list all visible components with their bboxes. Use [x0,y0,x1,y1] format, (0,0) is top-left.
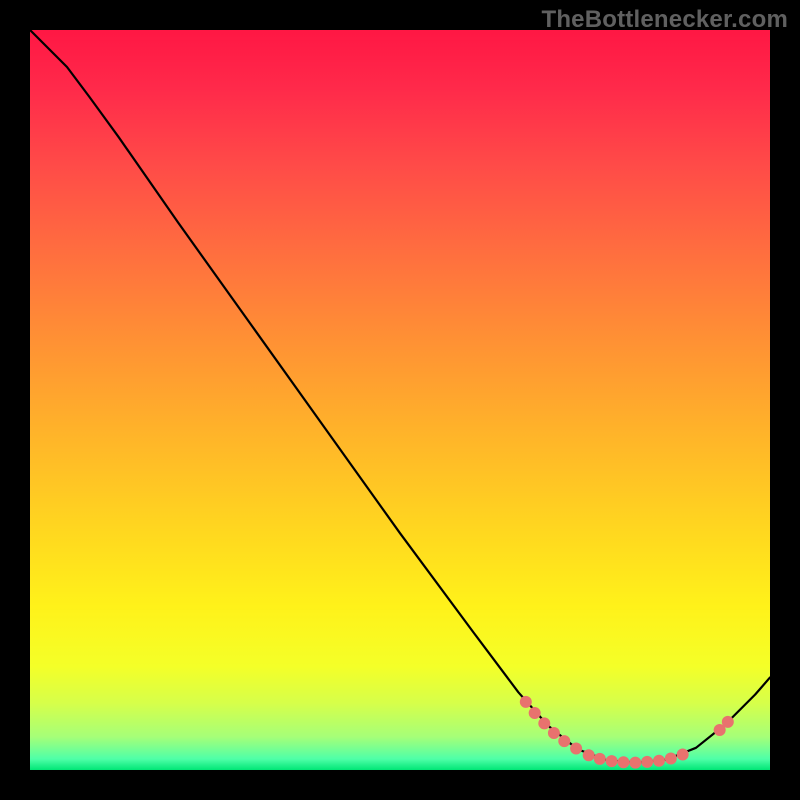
marker-point [548,728,559,739]
marker-point [539,718,550,729]
marker-point [583,750,594,761]
marker-point [630,757,641,768]
marker-point [642,756,653,767]
marker-point [529,708,540,719]
chart-frame: TheBottlenecker.com [0,0,800,800]
plot-background [30,30,770,770]
marker-point [665,753,676,764]
marker-point [571,743,582,754]
marker-point [559,736,570,747]
marker-point [594,753,605,764]
marker-point [606,756,617,767]
marker-point [654,755,665,766]
marker-point [722,716,733,727]
marker-point [520,696,531,707]
marker-point [677,749,688,760]
marker-point [618,757,629,768]
marker-point [714,725,725,736]
bottleneck-chart [30,30,770,770]
